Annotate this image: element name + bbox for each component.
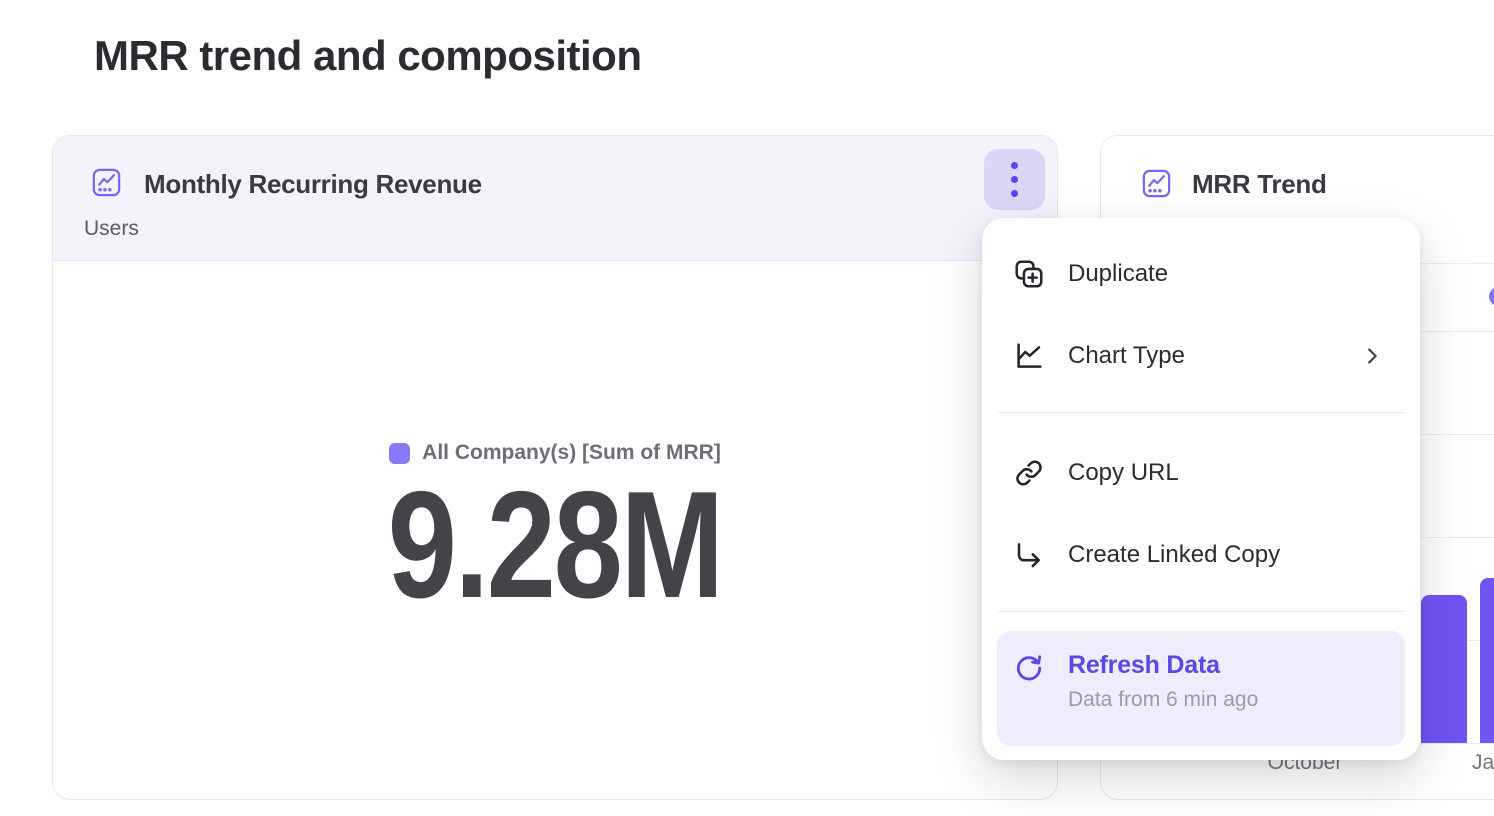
menu-item-create-linked-copy[interactable]: Create Linked Copy bbox=[997, 514, 1405, 596]
menu-item-refresh-data[interactable]: Refresh Data Data from 6 min ago bbox=[997, 631, 1405, 746]
legend-color-chip bbox=[389, 442, 411, 464]
link-icon bbox=[1013, 457, 1045, 489]
more-options-button[interactable] bbox=[984, 149, 1045, 210]
trend-legend-chip bbox=[1489, 287, 1494, 306]
trend-card-header: MRR Trend bbox=[1101, 136, 1494, 264]
refresh-label: Refresh Data bbox=[1068, 651, 1220, 679]
trend-card-title: MRR Trend bbox=[1192, 169, 1327, 199]
menu-item-chart-type[interactable]: Chart Type bbox=[997, 315, 1405, 397]
menu-divider bbox=[998, 412, 1404, 413]
mrr-kpi-body: All Company(s) [Sum of MRR] 9.28M bbox=[53, 261, 1057, 801]
kpi-value: 9.28M bbox=[387, 460, 725, 630]
mrr-card-title: Monthly Recurring Revenue bbox=[144, 169, 482, 199]
menu-item-label: Copy URL bbox=[1068, 459, 1179, 486]
refresh-icon bbox=[1013, 652, 1045, 684]
mrr-card: Monthly Recurring Revenue Users All Comp… bbox=[52, 135, 1058, 800]
menu-item-copy-url[interactable]: Copy URL bbox=[997, 432, 1405, 514]
chevron-right-icon bbox=[1361, 345, 1383, 367]
refresh-caption: Data from 6 min ago bbox=[1068, 688, 1259, 711]
duplicate-icon bbox=[1013, 258, 1045, 290]
menu-item-label: Duplicate bbox=[1068, 260, 1169, 287]
line-chart-icon bbox=[1141, 168, 1172, 199]
bar[interactable] bbox=[1480, 578, 1494, 743]
line-chart-icon bbox=[91, 167, 122, 198]
chart-type-icon bbox=[1013, 340, 1045, 372]
corner-down-right-arrow-icon bbox=[1013, 539, 1045, 571]
kpi-legend: All Company(s) [Sum of MRR] bbox=[389, 441, 721, 465]
menu-divider bbox=[998, 611, 1404, 612]
mrr-card-header: Monthly Recurring Revenue Users bbox=[53, 136, 1057, 261]
menu-item-label: Create Linked Copy bbox=[1068, 541, 1281, 568]
page-title: MRR trend and composition bbox=[94, 32, 642, 79]
legend-label: All Company(s) [Sum of MRR] bbox=[422, 441, 721, 464]
context-menu: Duplicate Chart Type Copy URL bbox=[982, 218, 1420, 760]
kebab-icon bbox=[1011, 162, 1018, 169]
bar[interactable] bbox=[1421, 595, 1467, 743]
menu-item-label: Chart Type bbox=[1068, 342, 1185, 369]
mrr-card-subtitle: Users bbox=[84, 217, 139, 240]
x-tick-january-truncated: Ja bbox=[1472, 751, 1494, 774]
menu-item-duplicate[interactable]: Duplicate bbox=[997, 233, 1405, 315]
